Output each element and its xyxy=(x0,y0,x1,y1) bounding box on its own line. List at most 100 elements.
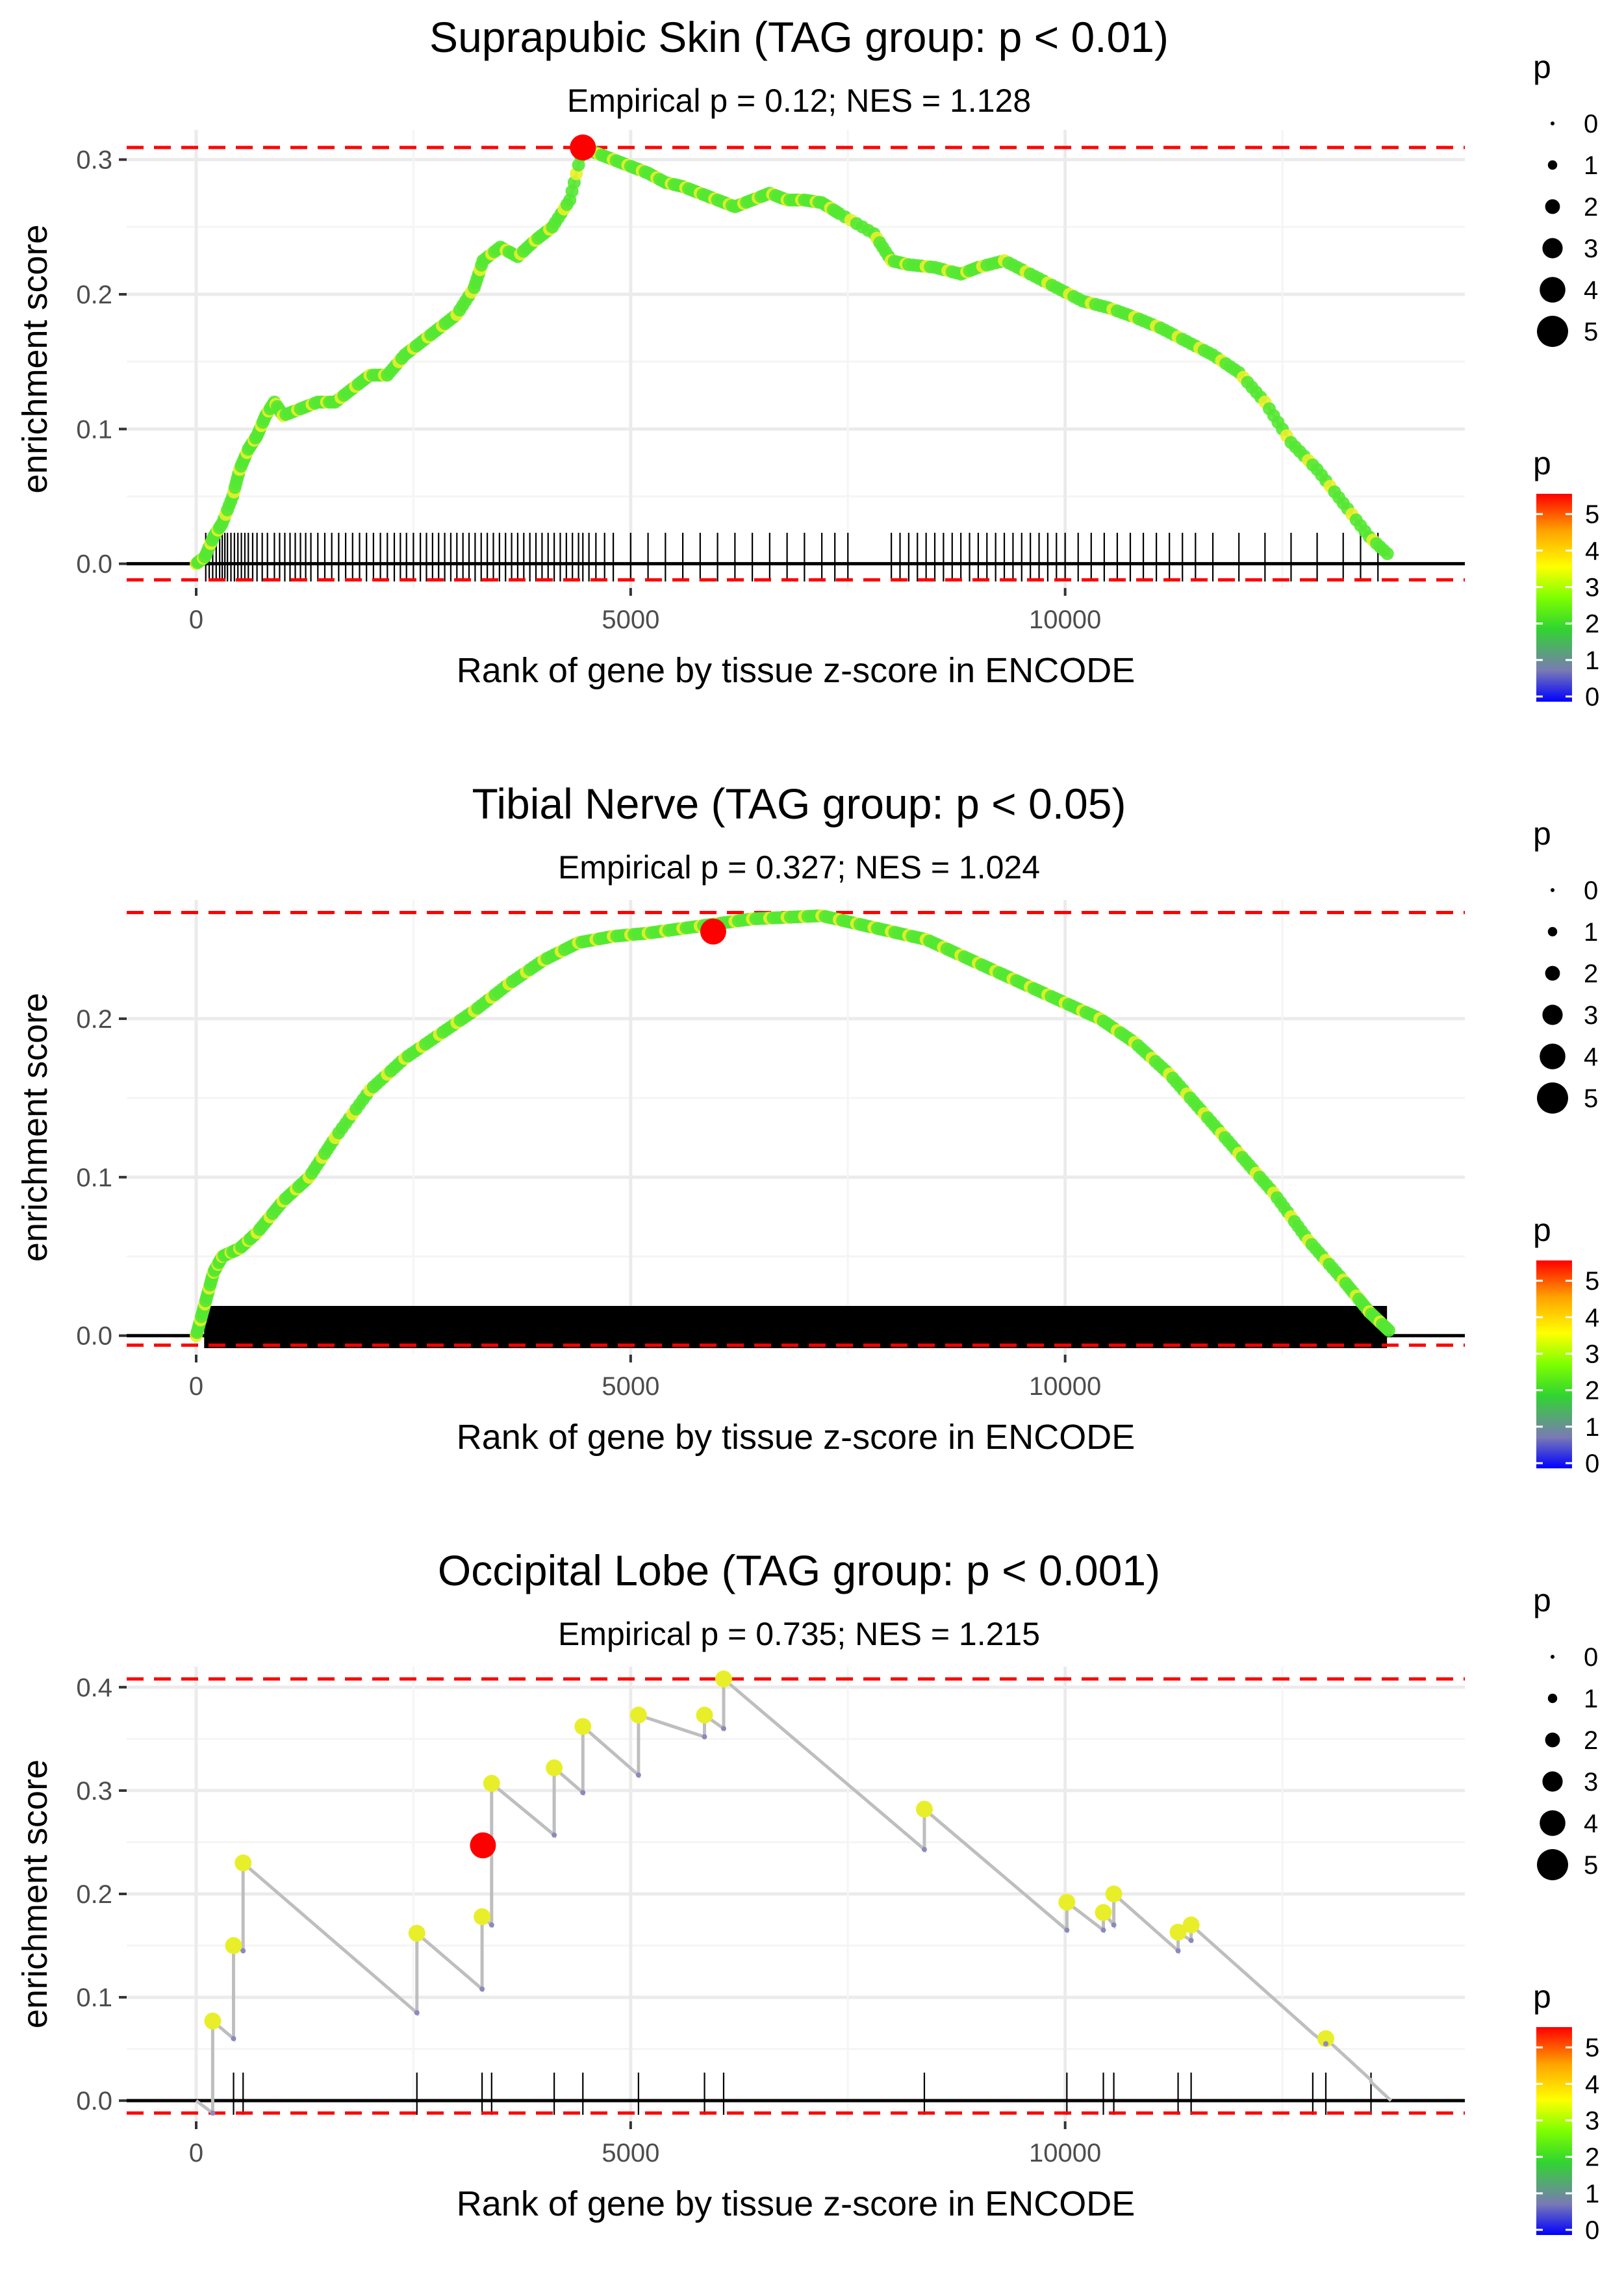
es-point xyxy=(629,1706,647,1724)
es-point xyxy=(915,1800,933,1818)
x-tick-label: 5000 xyxy=(602,606,659,634)
panel-1: Suprapubic Skin (TAG group: p < 0.01) Emp… xyxy=(16,13,1599,711)
color-legend-label: 0 xyxy=(1585,1450,1599,1478)
es-point xyxy=(235,1854,252,1872)
size-legend-dot xyxy=(1537,1849,1568,1880)
es-point-small xyxy=(921,1846,927,1852)
color-legend-label: 2 xyxy=(1585,1377,1599,1405)
es-point xyxy=(1058,1893,1076,1911)
es-point xyxy=(1380,547,1394,561)
y-tick-label: 0.0 xyxy=(76,550,112,579)
panel-2: Tibial Nerve (TAG group: p < 0.05) Empiri… xyxy=(16,780,1599,1478)
size-legend-label: 4 xyxy=(1584,1809,1598,1838)
y-axis-label: enrichment score xyxy=(16,993,55,1262)
x-tick-label: 0 xyxy=(189,1372,203,1401)
es-points xyxy=(190,140,1394,570)
x-tick-label: 10000 xyxy=(1029,606,1101,634)
size-legend-dot xyxy=(1540,277,1566,303)
es-point-small xyxy=(580,1790,586,1796)
size-legend-title: p xyxy=(1533,49,1551,85)
color-legend-label: 2 xyxy=(1585,610,1599,639)
chart-subtitle: Empirical p = 0.327; NES = 1.024 xyxy=(558,849,1040,886)
color-legend-label: 5 xyxy=(1585,1267,1599,1296)
color-legend-label: 2 xyxy=(1585,2143,1599,2172)
size-legend-label: 3 xyxy=(1584,1768,1598,1796)
size-legend-dot xyxy=(1551,888,1554,892)
es-point xyxy=(1095,1904,1112,1921)
es-point-small xyxy=(1064,1927,1070,1933)
chart-title: Suprapubic Skin (TAG group: p < 0.01) xyxy=(429,13,1169,61)
size-legend-label: 4 xyxy=(1584,1043,1598,1071)
es-point-small xyxy=(231,2036,236,2041)
size-legend-label: 3 xyxy=(1584,235,1598,263)
size-legend-label: 1 xyxy=(1584,151,1598,180)
es-point xyxy=(474,1908,491,1925)
chart-title: Tibial Nerve (TAG group: p < 0.05) xyxy=(472,780,1126,828)
es-points xyxy=(204,1670,1334,2116)
size-legend-label: 5 xyxy=(1584,318,1598,346)
y-tick-label: 0.2 xyxy=(76,1005,112,1034)
es-point-small xyxy=(414,2010,420,2015)
size-legend-label: 1 xyxy=(1584,1685,1598,1713)
y-tick-label: 0.1 xyxy=(76,1164,112,1192)
x-axis-label: Rank of gene by tissue z-score in ENCODE xyxy=(457,2184,1135,2223)
color-legend-label: 0 xyxy=(1585,683,1599,711)
es-point-small xyxy=(1188,1937,1194,1943)
es-point xyxy=(715,1670,732,1688)
es-point-small xyxy=(720,1726,726,1731)
es-point xyxy=(1382,1323,1395,1337)
es-points xyxy=(190,909,1395,1342)
es-point-small xyxy=(240,1948,246,1954)
size-legend-title: p xyxy=(1533,815,1551,852)
color-legend-title: p xyxy=(1533,445,1551,481)
y-axis-label: enrichment score xyxy=(16,224,55,493)
color-legend-label: 5 xyxy=(1585,2034,1599,2062)
size-legend-dot xyxy=(1551,1655,1554,1659)
color-bar xyxy=(1536,2027,1572,2235)
hit-ticks xyxy=(212,2073,1372,2115)
x-tick-label: 5000 xyxy=(602,2139,659,2167)
y-tick-label: 0.0 xyxy=(76,1322,112,1351)
hit-ticks xyxy=(204,1306,1388,1348)
es-point xyxy=(483,1774,500,1792)
gridlines xyxy=(127,900,1465,1355)
size-legend-dot xyxy=(1542,1771,1563,1792)
size-legend-dot xyxy=(1540,1043,1566,1069)
leading-edge-point xyxy=(700,918,726,945)
size-legend-dot xyxy=(1542,1004,1563,1025)
color-legend-label: 1 xyxy=(1585,646,1599,675)
es-point-small xyxy=(488,1922,494,1928)
es-point-small xyxy=(1111,1922,1117,1928)
size-legend-dot xyxy=(1551,121,1554,125)
x-axis-label: Rank of gene by tissue z-score in ENCODE xyxy=(457,651,1135,690)
es-point-small xyxy=(635,1772,641,1778)
gridlines xyxy=(127,1667,1465,2121)
y-tick-label: 0.1 xyxy=(76,1984,112,2012)
gridlines xyxy=(127,130,1465,588)
y-tick-label: 0.4 xyxy=(76,1674,112,1702)
size-legend-label: 2 xyxy=(1584,960,1598,988)
hit-ticks xyxy=(205,533,1379,581)
es-point xyxy=(225,1937,242,1954)
chart-subtitle: Empirical p = 0.735; NES = 1.215 xyxy=(558,1616,1040,1652)
es-point xyxy=(408,1924,425,1942)
size-legend-label: 2 xyxy=(1584,1726,1598,1755)
size-legend-label: 2 xyxy=(1584,193,1598,222)
size-legend-dot xyxy=(1537,316,1568,347)
size-legend-dot xyxy=(1545,1732,1560,1748)
es-point-small xyxy=(479,1986,485,1992)
es-point xyxy=(574,1718,592,1735)
size-legend-label: 4 xyxy=(1584,276,1598,305)
size-legend-label: 3 xyxy=(1584,1001,1598,1030)
size-legend-label: 5 xyxy=(1584,1851,1598,1880)
es-point-small xyxy=(1323,2041,1328,2047)
es-point xyxy=(1317,2030,1334,2047)
color-legend-label: 4 xyxy=(1585,2070,1599,2099)
es-point xyxy=(696,1706,713,1724)
size-legend-label: 0 xyxy=(1584,110,1598,138)
panel-3: Occipital Lobe (TAG group: p < 0.001) Emp… xyxy=(16,1546,1599,2245)
size-legend-label: 5 xyxy=(1584,1084,1598,1113)
chart-subtitle: Empirical p = 0.12; NES = 1.128 xyxy=(567,83,1031,119)
es-point xyxy=(1105,1885,1123,1902)
y-axis-label: enrichment score xyxy=(16,1759,55,2028)
